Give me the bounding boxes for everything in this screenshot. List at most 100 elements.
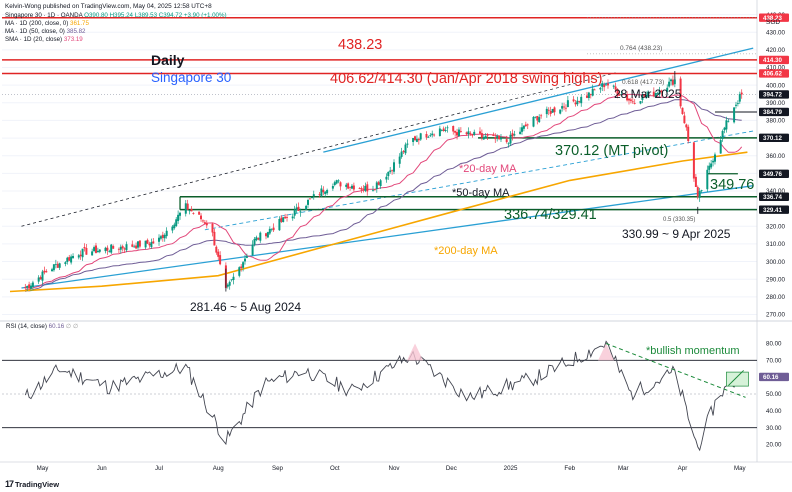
ma50-legend[interactable]: MA · 1D (50, close, 0) 385.82 bbox=[5, 28, 86, 36]
candle-body bbox=[31, 282, 34, 287]
x-tick-label: Jul bbox=[155, 465, 163, 472]
candle-body bbox=[433, 134, 436, 136]
candle-body bbox=[188, 210, 191, 212]
y-tick-label: 400.00 bbox=[766, 82, 785, 89]
candle-body bbox=[540, 115, 543, 117]
moving-averages bbox=[9, 93, 748, 293]
candle-body bbox=[532, 117, 535, 127]
rsi-overbought-fill bbox=[407, 343, 424, 361]
candle-body bbox=[324, 191, 327, 194]
price-label-text: 406.62 bbox=[763, 71, 782, 78]
candle-body bbox=[505, 139, 508, 143]
price-drawings bbox=[225, 71, 699, 292]
candle-body bbox=[553, 107, 556, 113]
candle-body bbox=[68, 257, 71, 261]
candle-body bbox=[244, 258, 246, 262]
rsi-value: 60.16 bbox=[48, 323, 65, 330]
candle-body bbox=[467, 131, 470, 135]
candle-body bbox=[725, 120, 728, 130]
publisher-line: Kelvin-Wong published on TradingView.com… bbox=[5, 3, 212, 10]
candle-body bbox=[633, 103, 636, 104]
candle-body bbox=[605, 84, 608, 86]
candle-body bbox=[427, 136, 430, 138]
candle-body bbox=[545, 108, 548, 115]
rsi-tick-label: 70.00 bbox=[766, 358, 782, 365]
candle-body bbox=[45, 271, 48, 273]
candle-body bbox=[496, 135, 499, 138]
candle-body bbox=[694, 176, 697, 187]
candle-body bbox=[37, 277, 40, 282]
tradingview-logo[interactable]: 17 TradingView bbox=[5, 479, 59, 489]
instrument-label: Singapore 30 bbox=[151, 70, 232, 85]
candle-body bbox=[26, 286, 29, 288]
candle-body bbox=[320, 188, 323, 197]
candle-body bbox=[454, 130, 457, 133]
candle-body bbox=[484, 136, 487, 139]
y-tick-label: 300.00 bbox=[766, 259, 785, 266]
candle-body bbox=[522, 125, 525, 129]
rsi-tick-label: 40.00 bbox=[766, 408, 782, 415]
symbol-legend[interactable]: Singapore 30 · 1D · OANDA O390.80 H395.2… bbox=[5, 12, 227, 20]
price-label-box bbox=[759, 90, 789, 99]
candle-body bbox=[158, 237, 160, 242]
swing-highs-label: 406.62/414.30 (Jan/Apr 2018 swing highs) bbox=[330, 71, 603, 87]
candle-body bbox=[81, 248, 84, 258]
candle-body bbox=[171, 226, 174, 231]
y-axis: 270.00280.00290.00300.00310.00320.00330.… bbox=[759, 12, 789, 449]
candle-body bbox=[266, 232, 269, 238]
candle-body bbox=[620, 94, 623, 96]
candle-body bbox=[456, 132, 458, 136]
candle-body bbox=[198, 211, 201, 215]
candle-body bbox=[438, 128, 441, 136]
x-tick-label: May bbox=[37, 465, 50, 472]
candle-body bbox=[152, 241, 155, 244]
x-axis: May Jun Jul Aug Sep Oct Nov Dec 2025 Feb Mar Apr May bbox=[37, 465, 747, 472]
candle-body bbox=[652, 91, 655, 97]
candle-body bbox=[83, 247, 86, 249]
candle-body bbox=[398, 156, 401, 164]
price-label-text: 384.79 bbox=[763, 109, 782, 116]
ma200-legend[interactable]: MA · 1D (200, close, 0) 361.75 bbox=[5, 20, 89, 28]
candle-body bbox=[135, 245, 138, 249]
candle-body bbox=[41, 271, 44, 281]
candle-body bbox=[377, 182, 380, 185]
candle-body bbox=[473, 131, 476, 135]
candle-body bbox=[414, 136, 416, 141]
candle-body bbox=[85, 248, 88, 255]
candle-body bbox=[104, 247, 107, 252]
candle-body bbox=[375, 182, 378, 189]
candle-body bbox=[589, 94, 592, 95]
candle-body bbox=[93, 247, 96, 251]
rsi-legend[interactable]: RSI (14, close) 60.16 ∅ ∅ bbox=[6, 323, 78, 330]
candle-body bbox=[91, 251, 94, 256]
candle-body bbox=[98, 249, 101, 252]
candle-body bbox=[331, 186, 334, 189]
candle-body bbox=[559, 109, 562, 114]
candle-body bbox=[727, 121, 730, 123]
candle-body bbox=[190, 209, 193, 212]
candle-body bbox=[412, 138, 415, 142]
candle-body bbox=[70, 256, 73, 263]
support-336-label: 336.74/329.41 bbox=[504, 207, 597, 223]
candle-body bbox=[110, 244, 113, 253]
candle-body bbox=[117, 248, 120, 250]
rsi-panel bbox=[2, 340, 757, 452]
candle-body bbox=[578, 101, 581, 102]
candle-body bbox=[628, 98, 630, 101]
lower-channel-line bbox=[21, 185, 754, 289]
candle-body bbox=[123, 248, 126, 250]
sma20-legend[interactable]: SMA · 1D (20, close) 373.19 bbox=[5, 36, 83, 44]
candle-body bbox=[257, 238, 260, 240]
timeframe-label: Daily bbox=[151, 52, 185, 68]
candle-body bbox=[179, 212, 181, 216]
ma50-annotation: *50-day MA bbox=[452, 187, 510, 199]
candle-body bbox=[626, 94, 629, 101]
candle-body bbox=[255, 237, 258, 241]
candle-body bbox=[536, 116, 539, 121]
y-tick-label: 390.00 bbox=[766, 100, 785, 107]
candle-body bbox=[305, 205, 308, 210]
candle-body bbox=[308, 198, 311, 200]
candle-body bbox=[645, 95, 648, 98]
ma50-line bbox=[25, 99, 742, 293]
